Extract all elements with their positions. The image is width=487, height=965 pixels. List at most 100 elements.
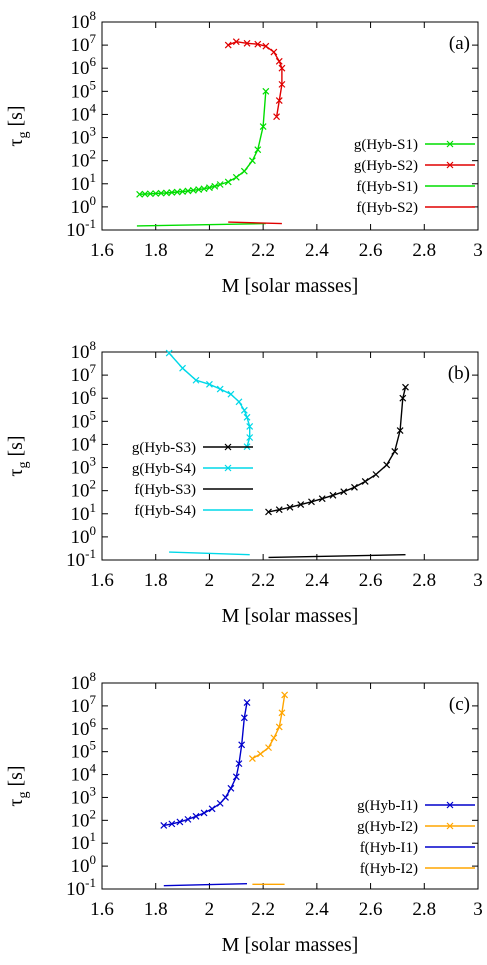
data-point-marker — [157, 189, 165, 197]
legend-label: g(Hyb-I1) — [357, 798, 418, 814]
y-tick-label-exponent: 0 — [90, 523, 97, 538]
y-tick-label: 10-1 — [66, 875, 96, 900]
y-tick-label: 10-1 — [66, 546, 96, 571]
data-point-marker — [275, 723, 283, 731]
y-tick-label-exponent: 3 — [90, 124, 97, 139]
y-axis-label-main: τ — [5, 799, 27, 807]
x-tick-label: 2 — [205, 899, 215, 920]
data-point-marker — [340, 488, 348, 496]
y-tick-label-exponent: 4 — [90, 100, 97, 115]
data-point-marker — [259, 123, 267, 130]
y-tick-label: 102 — [71, 806, 97, 831]
legend: g(Hyb-I1) g(Hyb-I2) f(Hyb-I1) f(Hyb-I2) — [357, 798, 475, 877]
data-point-marker — [222, 794, 229, 801]
data-point-marker — [232, 173, 240, 181]
y-tick-label: 101 — [71, 170, 97, 195]
y-tick-label-exponent: 5 — [90, 407, 97, 422]
x-tick-label: 2.4 — [305, 240, 329, 261]
y-tick-label-base: 10 — [71, 696, 90, 717]
plot-frame — [101, 21, 479, 231]
series-line-3 — [163, 883, 248, 887]
data-point-marker — [273, 113, 280, 121]
series-line-1 — [139, 91, 267, 195]
data-point-marker — [168, 189, 176, 196]
legend-label: g(Hyb-I2) — [357, 819, 418, 835]
y-tick-label-base: 10 — [71, 434, 90, 455]
y-tick-label: 107 — [71, 31, 97, 56]
y-tick-label: 102 — [71, 477, 97, 502]
x-tick-label: 2.2 — [251, 570, 275, 591]
y-tick-label-exponent: 6 — [90, 54, 97, 69]
data-point-marker — [240, 167, 248, 175]
data-point-marker — [216, 799, 224, 807]
y-tick-label: 107 — [71, 361, 97, 386]
data-point-marker — [224, 41, 232, 49]
y-tick-label-base: 10 — [71, 58, 90, 79]
data-point-marker — [308, 498, 315, 506]
y-tick-label: 104 — [71, 761, 97, 786]
legend-marker — [224, 443, 232, 451]
legend-label: g(Hyb-S1) — [354, 137, 418, 153]
y-tick-label-base: 10 — [71, 787, 90, 808]
data-point-marker — [136, 190, 144, 198]
y-tick-label: 105 — [71, 738, 97, 763]
y-axis-label-main: τ — [5, 139, 27, 147]
y-tick-label-exponent: 3 — [90, 454, 97, 469]
data-point-marker — [318, 495, 326, 503]
x-tick-label: 1.8 — [144, 240, 168, 261]
x-tick-label: 2.8 — [412, 899, 436, 920]
data-point-marker — [278, 64, 286, 72]
y-tick-label: 10-1 — [66, 216, 96, 241]
y-tick-label-base: 10 — [71, 388, 90, 409]
y-tick-label-base: 10 — [71, 128, 90, 149]
y-tick-label-exponent: 8 — [90, 669, 97, 684]
data-point-marker — [278, 709, 286, 717]
legend-marker — [446, 801, 454, 809]
data-point-marker — [248, 157, 256, 165]
y-tick-label-exponent: 0 — [90, 193, 97, 208]
y-axis-label: τg [s] — [5, 765, 31, 806]
y-tick-label-base: 10 — [66, 879, 85, 900]
x-tick-label: 2 — [205, 240, 215, 261]
y-tick-label-exponent: 6 — [90, 384, 97, 399]
data-point-marker — [281, 691, 289, 699]
y-tick-label-exponent: 7 — [90, 31, 97, 46]
y-axis-label-subscript: g — [16, 462, 31, 469]
data-point-marker — [227, 784, 235, 792]
legend-label: f(Hyb-S1) — [356, 179, 418, 195]
data-point-marker — [240, 714, 248, 722]
data-point-marker — [235, 398, 243, 406]
x-tick-label: 1.8 — [144, 899, 168, 920]
legend-label: g(Hyb-S2) — [354, 158, 418, 174]
data-point-marker — [265, 744, 272, 752]
data-point-marker — [275, 506, 283, 514]
y-tick-label: 101 — [71, 500, 97, 525]
y-tick-label: 108 — [71, 669, 97, 694]
legend-label: f(Hyb-I1) — [360, 840, 418, 856]
data-point-marker — [152, 190, 160, 197]
data-point-marker — [206, 184, 213, 192]
y-tick-label: 102 — [71, 147, 97, 172]
data-point-marker — [262, 42, 270, 50]
y-tick-label-base: 10 — [71, 833, 90, 854]
data-point-marker — [361, 478, 369, 485]
data-point-marker — [383, 461, 391, 469]
data-point-marker — [146, 190, 154, 198]
y-axis-label: τg [s] — [5, 435, 31, 476]
series-line-4 — [228, 221, 282, 225]
y-tick-label: 105 — [71, 407, 97, 432]
panel-label: (a) — [449, 33, 470, 54]
data-point-marker — [165, 349, 173, 357]
data-point-marker — [216, 181, 224, 188]
data-point-marker — [195, 186, 203, 194]
data-point-marker — [243, 699, 251, 706]
y-tick-label-exponent: -1 — [85, 875, 96, 890]
data-point-marker — [254, 146, 262, 154]
y-tick-label-exponent: 7 — [90, 692, 97, 707]
y-tick-label-exponent: 2 — [90, 147, 97, 162]
x-tick-label: 2.8 — [412, 240, 436, 261]
y-tick-label-base: 10 — [71, 104, 90, 125]
series-line-3 — [268, 554, 406, 559]
